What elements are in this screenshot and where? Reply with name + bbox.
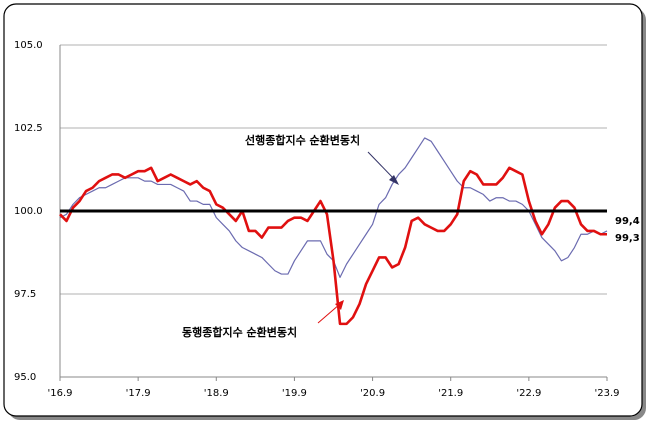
- arrowhead: [335, 300, 344, 310]
- annotation: 동행종합지수 순환변동치: [182, 325, 297, 339]
- x-tick-label: '21.9: [438, 388, 463, 399]
- y-tick-label: 97.5: [14, 289, 36, 300]
- x-tick-label: '18.9: [204, 388, 229, 399]
- x-tick-label: '16.9: [47, 388, 72, 399]
- x-tick-label: '22.9: [516, 388, 541, 399]
- y-tick-label: 102.5: [14, 123, 43, 134]
- x-tick-label: '17.9: [126, 388, 151, 399]
- value-label: 99,3: [615, 233, 640, 244]
- y-tick-label: 95.0: [14, 372, 36, 383]
- y-tick-label: 105.0: [14, 40, 43, 51]
- annotation-arrow: [317, 303, 341, 324]
- series-line: [59, 166, 607, 326]
- plot: [59, 137, 608, 326]
- y-tick-label: 100.0: [14, 206, 43, 217]
- x-tick-label: '19.9: [282, 388, 307, 399]
- annotation-arrow: [367, 151, 397, 182]
- arrowhead: [389, 175, 399, 185]
- annotation: 선행종합지수 순환변동치: [245, 133, 360, 147]
- value-label: 99,4: [615, 216, 640, 227]
- x-tick-label: '23.9: [594, 388, 619, 399]
- x-tick-label: '20.9: [360, 388, 385, 399]
